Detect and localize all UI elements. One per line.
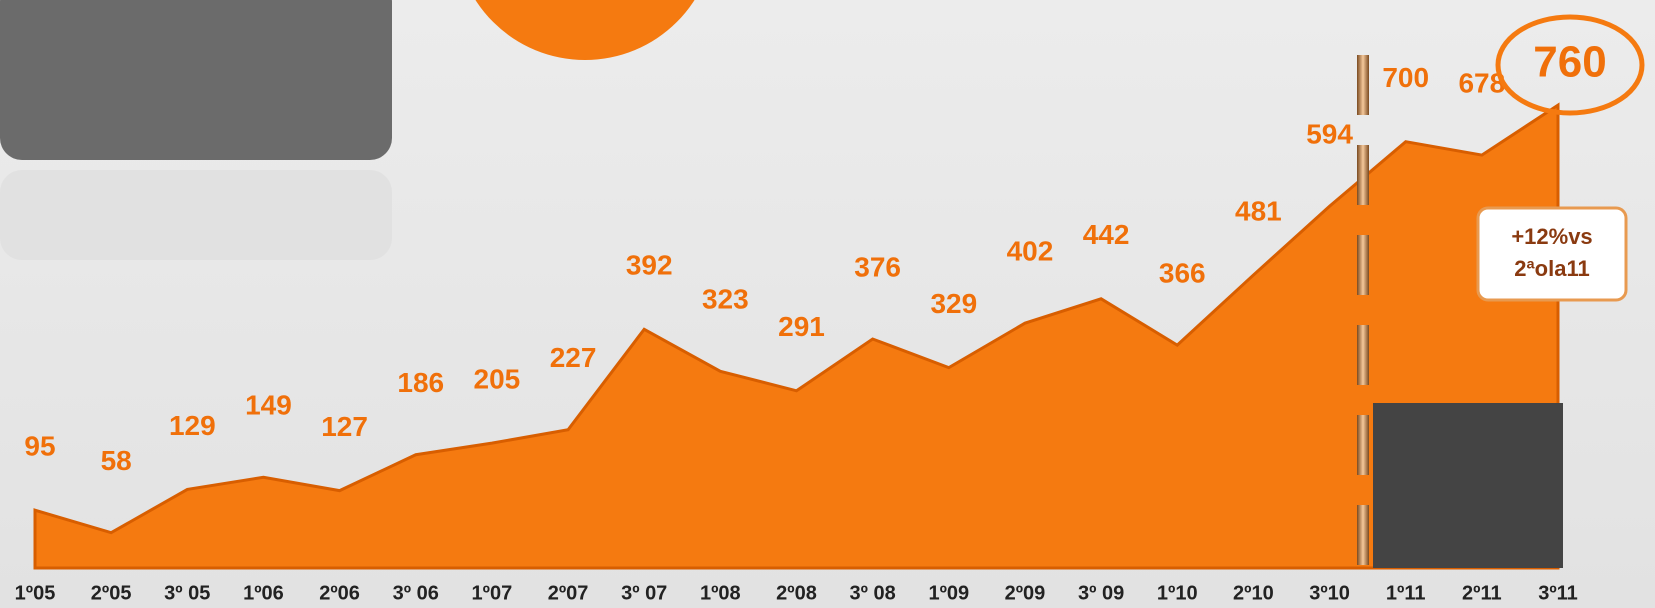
x-tick-label: 3º 07 (621, 582, 667, 604)
x-tick-label: 3º 08 (850, 582, 896, 604)
x-tick-label: 2º05 (91, 582, 132, 604)
annotation-box (1478, 208, 1626, 300)
data-label: 291 (778, 311, 825, 342)
x-tick-label: 3º10 (1309, 582, 1350, 604)
x-tick-label: 3º 06 (393, 582, 439, 604)
data-label: 323 (702, 284, 749, 315)
data-label: 594 (1306, 119, 1353, 150)
data-label: 129 (169, 410, 216, 441)
data-label: 392 (626, 250, 673, 281)
x-tick-label: 3º 09 (1078, 582, 1124, 604)
x-tick-label: 3º11 (1538, 582, 1578, 604)
annotation: +12%vs (1511, 224, 1592, 249)
data-label: 205 (474, 364, 521, 395)
photo-bottom (1373, 403, 1563, 568)
x-tick-label: 2º06 (319, 582, 360, 604)
data-label: 376 (854, 251, 901, 282)
photo-top (0, 0, 392, 160)
data-label: 481 (1235, 195, 1282, 226)
x-tick-label: 1º07 (472, 582, 513, 604)
data-label: 760 (1533, 38, 1606, 87)
x-tick-label: 2º10 (1233, 582, 1274, 604)
x-tick-label: 2º11 (1462, 582, 1502, 604)
x-tick-label: 1º06 (243, 582, 284, 604)
annotation: 2ªola11 (1514, 256, 1589, 281)
data-label: 227 (550, 342, 597, 373)
data-label: 442 (1083, 219, 1130, 250)
x-tick-label: 2º09 (1005, 582, 1046, 604)
data-label: 58 (101, 445, 132, 476)
x-tick-label: 1º08 (700, 582, 741, 604)
data-label: 402 (1007, 236, 1054, 267)
x-tick-label: 1º10 (1157, 582, 1198, 604)
x-tick-label: 2º08 (776, 582, 817, 604)
photo-reflection (0, 170, 392, 260)
x-tick-label: 3º 05 (164, 582, 210, 604)
chart: 95 58 129 149 127 186 205 227 392 323 291 376 329 402… (0, 0, 1655, 608)
data-label: 149 (245, 390, 292, 421)
data-label: 95 (24, 431, 55, 462)
data-label: 329 (930, 288, 977, 319)
x-tick-label: 2º07 (548, 582, 589, 604)
data-label: 127 (321, 411, 368, 442)
data-label: 186 (397, 367, 444, 398)
data-label: 700 (1382, 62, 1429, 93)
x-tick-label: 1º11 (1386, 582, 1426, 604)
data-label: 366 (1159, 257, 1206, 288)
x-tick-label: 1º05 (15, 582, 56, 604)
x-tick-label: 1º09 (928, 582, 969, 604)
